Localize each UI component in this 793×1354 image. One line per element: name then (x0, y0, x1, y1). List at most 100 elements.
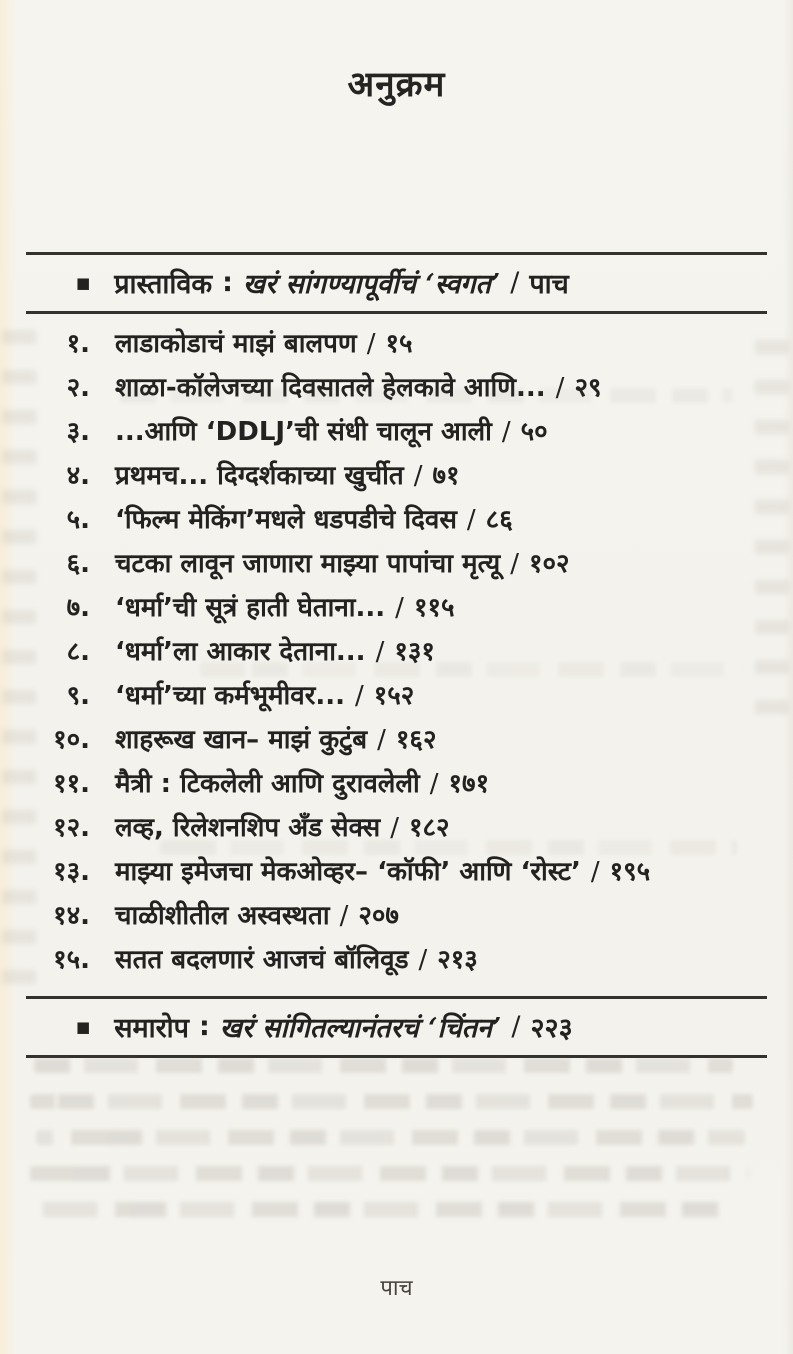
square-bullet-icon: ■ (76, 1018, 91, 1036)
toc-item-number: १२. (53, 813, 90, 843)
closing-section-line: ■ समारोप : खरं सांगितल्यानंतरचं ‘चिंतन’ … (26, 1008, 767, 1045)
toc-item-title: ‘धर्मा’ची सूत्रं हाती घेताना... (115, 593, 386, 623)
bleedthrough-text-line (30, 1094, 753, 1109)
toc-item-number: १. (66, 329, 90, 359)
toc-item-page: १८२ (408, 813, 450, 843)
toc-item-page: १३१ (394, 637, 435, 667)
bleedthrough-text-line (34, 1202, 723, 1217)
toc-item: ८. ‘धर्मा’ला आकार देताना... / १३१ (26, 630, 767, 674)
colon-separator: : (222, 267, 233, 298)
slash-separator: / (590, 857, 600, 887)
bleedthrough-text-line (36, 1130, 745, 1145)
toc-item: १२. लव्ह, रिलेशनशिप अँड सेक्स / १८२ (26, 806, 767, 850)
square-bullet-icon: ■ (76, 274, 91, 292)
toc-item: १४. चाळीशीतील अस्वस्थता / २०७ (26, 894, 767, 938)
toc-item-number: ११. (53, 769, 90, 799)
slash-separator: / (510, 549, 519, 579)
slash-separator: / (366, 329, 376, 359)
toc-item-number: १०. (53, 725, 90, 755)
toc-item-title: ...आणि ‘DDLJ’ची संधी चालून आली (115, 417, 492, 447)
toc-item-title: चटका लावून जाणारा माझ्या पापांचा मृत्यू (115, 549, 501, 579)
bleedthrough-text-line (30, 1166, 749, 1181)
toc-item-title: चाळीशीतील अस्वस्थता (115, 901, 330, 931)
toc-item-number: ३. (66, 417, 90, 447)
slash-separator: / (339, 901, 349, 931)
intro-section-line: ■ प्रास्ताविक : खरं सांगण्यापूर्वीचं ‘स्… (26, 264, 767, 301)
toc-item-number: ५. (66, 505, 90, 535)
slash-separator: / (429, 769, 439, 799)
toc-item: ५. ‘फिल्म मेकिंग’मधले धडपडीचे दिवस / ८६ (26, 498, 767, 542)
toc-item: ११. मैत्री : टिकलेली आणि दुरावलेली / १७१ (26, 762, 767, 806)
intro-section: ■ प्रास्ताविक : खरं सांगण्यापूर्वीचं ‘स्… (26, 252, 767, 314)
toc-item-title: शाहरूख खान– माझं कुटुंब (115, 725, 368, 755)
toc-item: ४. प्रथमच... दिग्दर्शकाच्या खुर्चीत / ७१ (26, 454, 767, 498)
toc-item: ३. ...आणि ‘DDLJ’ची संधी चालून आली / ५० (26, 410, 767, 454)
slash-separator: / (555, 373, 565, 403)
closing-page-number: २२३ (530, 1013, 573, 1044)
slash-separator: / (501, 417, 511, 447)
toc-item-page: ११५ (413, 593, 455, 623)
toc-item-title: ‘फिल्म मेकिंग’मधले धडपडीचे दिवस (115, 505, 457, 535)
slash-separator: / (390, 813, 399, 843)
toc-item: ९. ‘धर्मा’च्या कर्मभूमीवर... / १५२ (26, 674, 767, 718)
toc-item-number: ७. (66, 593, 90, 623)
toc-item-title: माझ्या इमेजचा मेकओव्हर– ‘कॉफी’ आणि ‘रोस्… (115, 857, 581, 887)
page-number-footer: पाच (380, 1276, 413, 1301)
toc-item-title: मैत्री : टिकलेली आणि दुरावलेली (115, 769, 420, 799)
slash-separator: / (511, 1011, 521, 1042)
toc-item-page: ८६ (485, 505, 513, 535)
toc-item-number: ६. (66, 549, 90, 579)
toc-item: ६. चटका लावून जाणारा माझ्या पापांचा मृत्… (26, 542, 767, 586)
closing-section: ■ समारोप : खरं सांगितल्यानंतरचं ‘चिंतन’ … (26, 996, 767, 1058)
toc-item-page: २०७ (358, 901, 399, 931)
slash-separator: / (377, 725, 386, 755)
intro-label: प्रास्ताविक (114, 269, 213, 300)
slash-separator: / (510, 267, 520, 298)
slash-separator: / (395, 593, 404, 623)
toc-item-title: लव्ह, रिलेशनशिप अँड सेक्स (115, 813, 381, 843)
toc-item-number: २. (66, 373, 90, 403)
toc-item: १३. माझ्या इमेजचा मेकओव्हर– ‘कॉफी’ आणि ‘… (26, 850, 767, 894)
toc-item-page: ५० (520, 417, 548, 447)
toc-item: १५. सतत बदलणारं आजचं बॉलिवूड / २१३ (26, 938, 767, 982)
toc-item-title: शाळा-कॉलेजच्या दिवसातले हेलकावे आणि... (115, 373, 546, 403)
toc-item-title: लाडाकोडाचं माझं बालपण (115, 329, 357, 359)
bleedthrough-text-line (34, 1058, 733, 1073)
toc-list: १. लाडाकोडाचं माझं बालपण / १५ २. शाळा-कॉ… (26, 322, 767, 982)
toc-item-page: २९ (574, 373, 602, 403)
toc-item-page: १६२ (395, 725, 437, 755)
toc-item-number: १३. (53, 857, 90, 887)
toc-item-page: १९५ (609, 857, 651, 887)
toc-item-page: १०२ (528, 549, 570, 579)
toc-item-page: १७१ (448, 769, 490, 799)
toc-item-number: ४. (66, 461, 90, 491)
toc-item-page: २१३ (437, 945, 478, 975)
slash-separator: / (375, 637, 385, 667)
colon-separator: : (198, 1011, 210, 1042)
toc-item-number: १५. (53, 945, 90, 975)
toc-item-title: ‘धर्मा’ला आकार देताना... (115, 637, 366, 667)
intro-page-number: पाच (529, 269, 569, 300)
slash-separator: / (418, 945, 428, 975)
toc-item: २. शाळा-कॉलेजच्या दिवसातले हेलकावे आणि..… (26, 366, 767, 410)
toc-item-number: ९. (66, 681, 90, 711)
toc-item-title: प्रथमच... दिग्दर्शकाच्या खुर्चीत (115, 461, 404, 491)
page-title: अनुक्रम (347, 65, 446, 105)
toc-item: ७. ‘धर्मा’ची सूत्रं हाती घेताना... / ११५ (26, 586, 767, 630)
toc-item-page: १५ (385, 329, 413, 359)
toc-item: १. लाडाकोडाचं माझं बालपण / १५ (26, 322, 767, 366)
intro-title: खरं सांगण्यापूर्वीचं ‘स्वगत’ (242, 269, 501, 300)
toc-item-title: सतत बदलणारं आजचं बॉलिवूड (115, 945, 409, 975)
slash-separator: / (355, 681, 364, 711)
toc-item-page: १५२ (373, 681, 415, 711)
toc-item-number: १४. (53, 901, 90, 931)
toc-item-title: ‘धर्मा’च्या कर्मभूमीवर... (115, 681, 345, 711)
toc-item-number: ८. (66, 637, 90, 667)
slash-separator: / (413, 461, 423, 491)
closing-label: समारोप (114, 1013, 189, 1044)
toc-item-page: ७१ (432, 461, 460, 491)
toc-item: १०. शाहरूख खान– माझं कुटुंब / १६२ (26, 718, 767, 762)
slash-separator: / (466, 505, 476, 535)
closing-title: खरं सांगितल्यानंतरचं ‘चिंतन’ (219, 1013, 502, 1044)
